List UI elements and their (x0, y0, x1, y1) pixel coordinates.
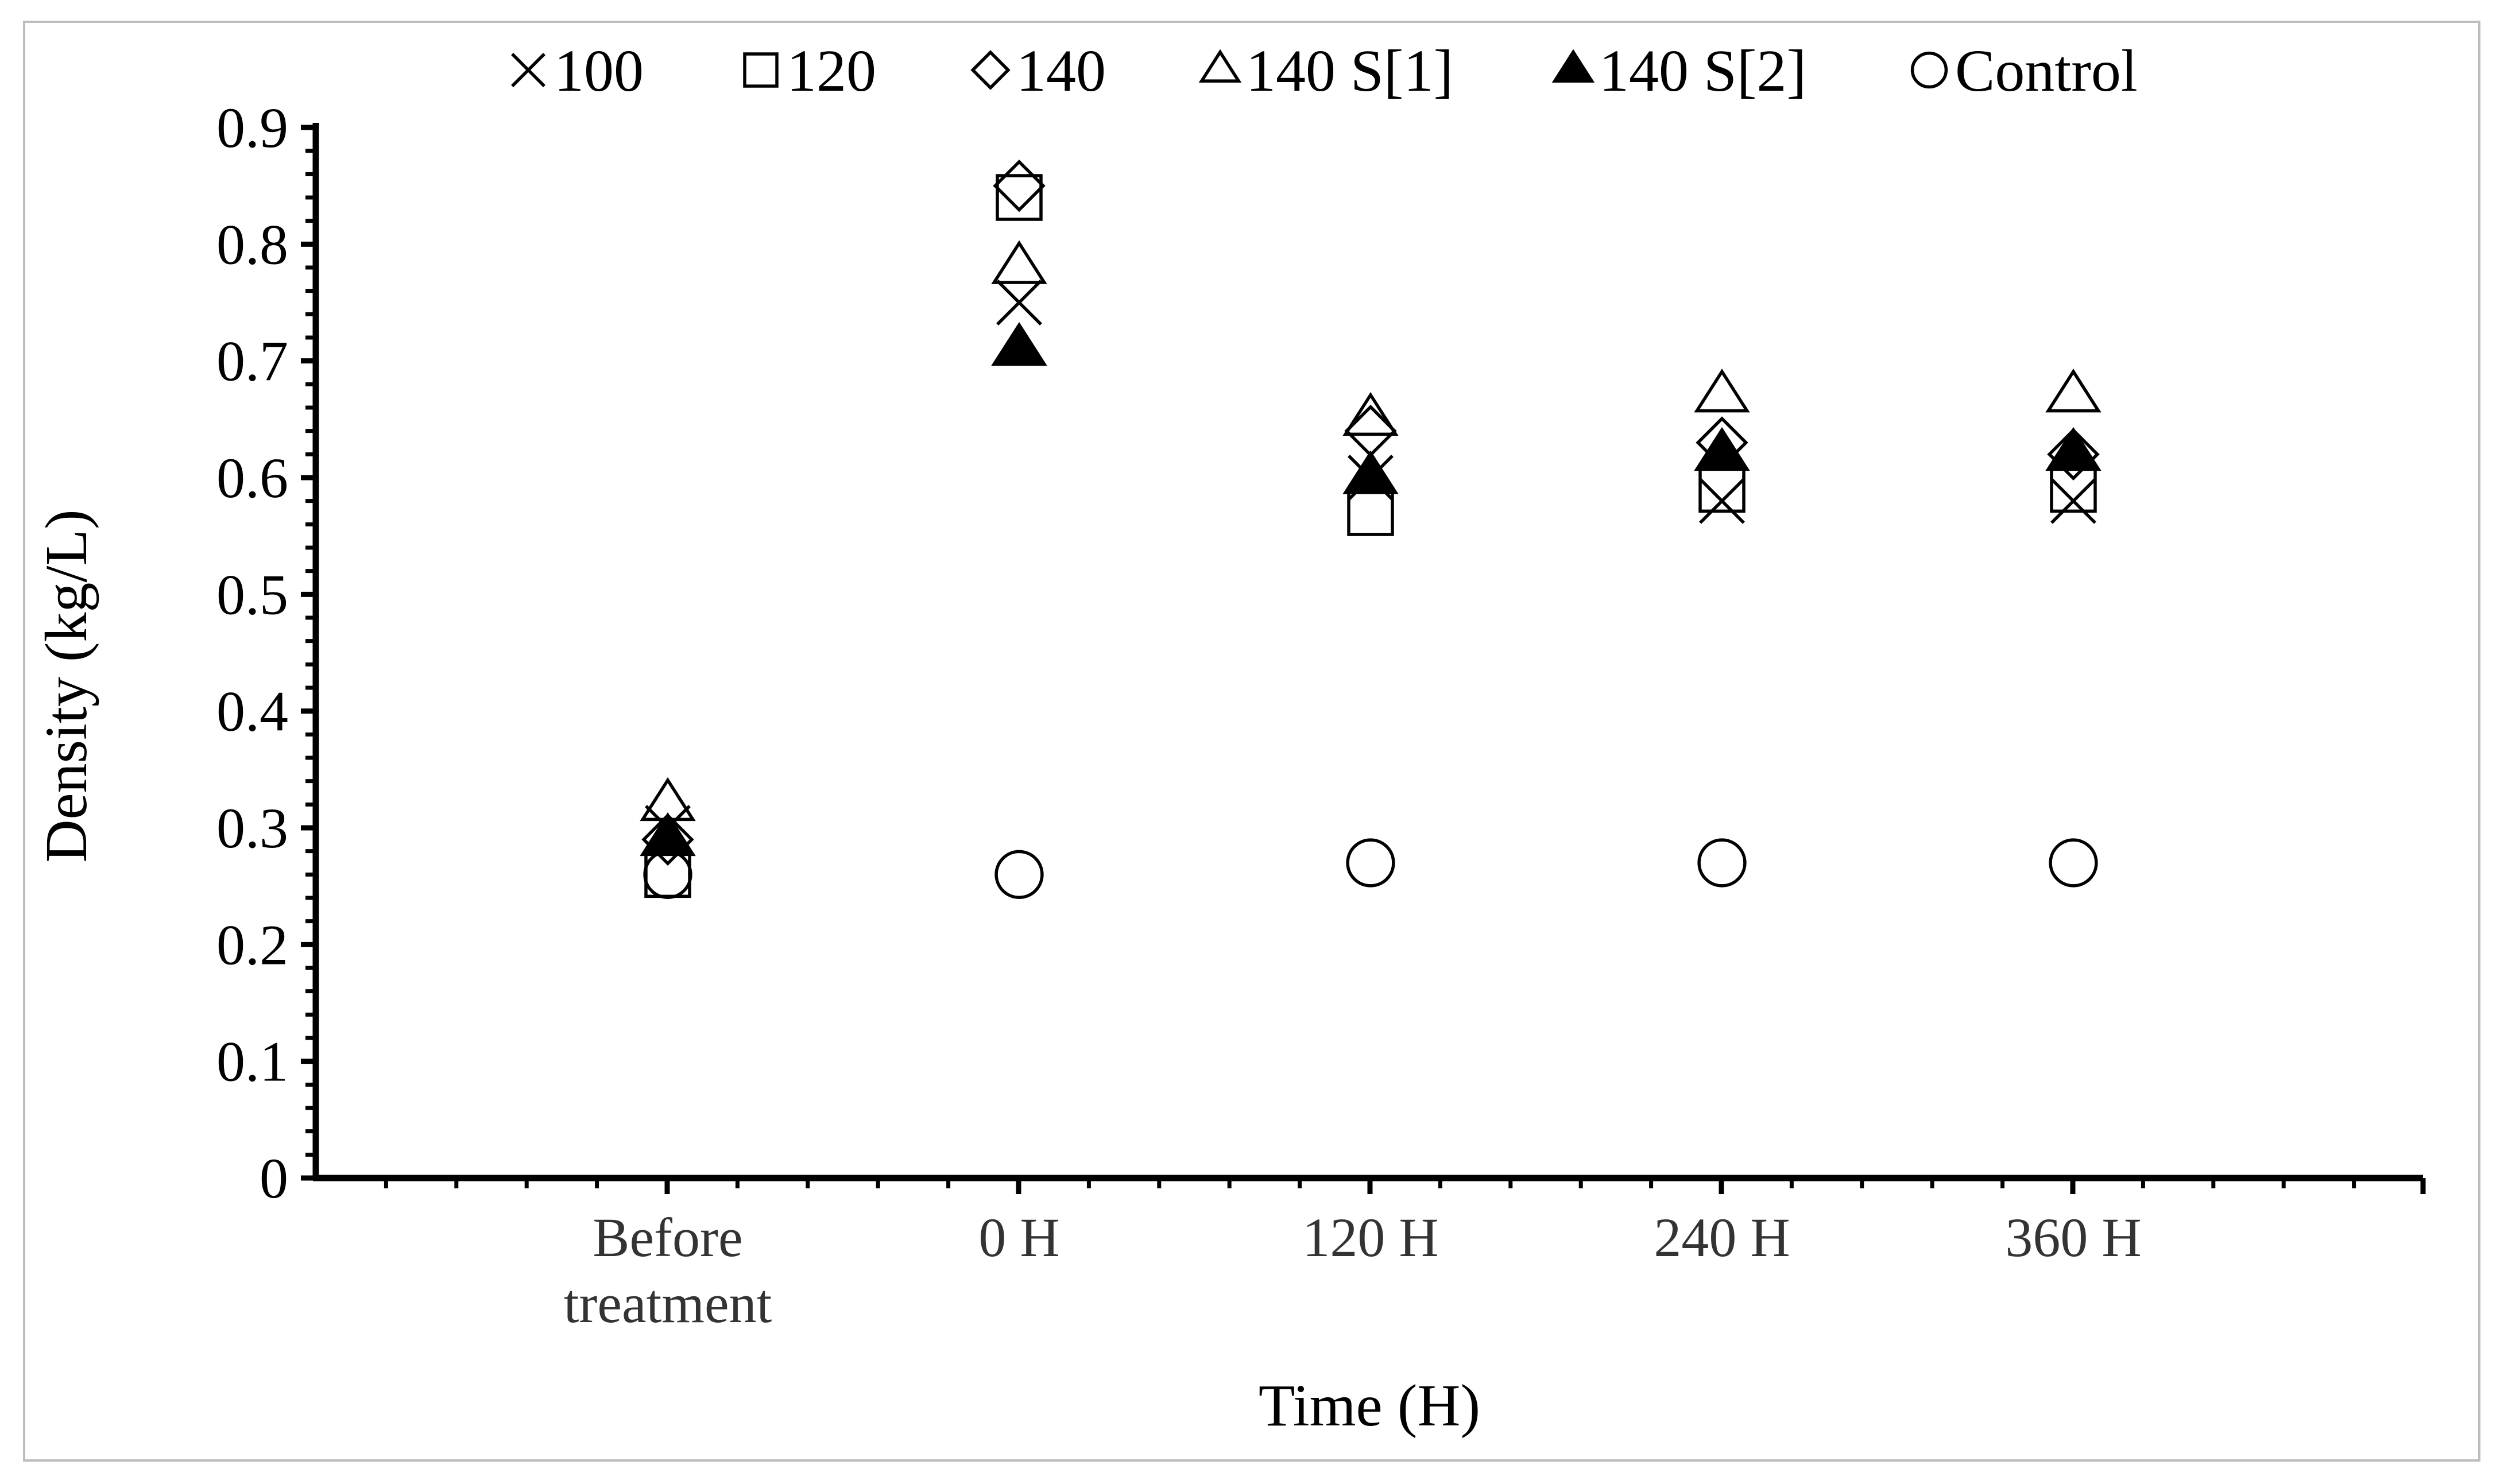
legend-label: 120 (787, 38, 876, 104)
point-triangle-open (1694, 369, 1750, 413)
legend-item: 140 S[1] (1198, 38, 1453, 104)
point-triangle-filled (1694, 427, 1750, 471)
legend: 100 120 140 140 S[1] 140 S[2] Control (511, 38, 2138, 104)
point-triangle-open (991, 240, 1047, 284)
point-x (996, 280, 1042, 326)
legend-marker-triangle-open (1198, 49, 1242, 83)
point-diamond (993, 159, 1046, 212)
x-tick-label: 120 H (1302, 1207, 1438, 1268)
point-triangle-open (2045, 369, 2101, 413)
legend-label: 140 S[1] (1246, 38, 1453, 104)
y-tick-label: 0.4 (216, 680, 288, 743)
y-tick-label: 0.3 (216, 796, 288, 860)
y-tick-label: 0.9 (216, 96, 288, 160)
y-axis-label: Density (kg/L) (33, 509, 99, 862)
legend-marker-x (511, 53, 545, 87)
point-diamond (2047, 428, 2100, 481)
point-square (2050, 466, 2097, 513)
x-stroke (996, 280, 1042, 326)
x-tick-label: 0 H (978, 1207, 1059, 1268)
point-x (2050, 478, 2096, 524)
x-tick-label: 360 H (2005, 1207, 2141, 1268)
x-stroke (1699, 478, 1745, 524)
legend-marker-circle (1910, 51, 1948, 89)
y-tick-label: 0.1 (216, 1030, 288, 1094)
y-tick-label: 0.7 (216, 330, 288, 393)
y-tick-label: 0.2 (216, 913, 288, 977)
x-tick-label: treatment (564, 1273, 772, 1334)
point-triangle-filled (1342, 450, 1399, 494)
x-stroke (2050, 478, 2096, 524)
x-axis-label: Time (H) (1259, 1373, 1480, 1439)
legend-item: 140 (970, 38, 1106, 104)
y-tick-label: 0.5 (216, 563, 288, 626)
legend-label: 140 (1016, 38, 1106, 104)
point-circle (994, 850, 1044, 899)
chart-frame (23, 21, 2480, 1462)
legend-item: Control (1910, 38, 2138, 104)
point-circle (1697, 838, 1747, 888)
legend-label: 100 (554, 38, 644, 104)
legend-marker-square (743, 52, 779, 88)
point-circle (1346, 838, 1395, 888)
point-square (1347, 489, 1394, 536)
y-tick-label: 0.6 (216, 446, 288, 510)
legend-marker-diamond (970, 50, 1011, 90)
legend-label: 140 S[2] (1599, 38, 1806, 104)
point-square (1698, 466, 1746, 513)
point-triangle-filled (2045, 427, 2101, 471)
x-stroke (511, 53, 545, 87)
legend-item: 100 (511, 38, 644, 104)
point-diamond (641, 813, 694, 866)
point-x (1699, 478, 1745, 524)
legend-item: 140 S[2] (1551, 38, 1806, 104)
legend-label: Control (1955, 38, 2138, 104)
y-tick-label: 0 (260, 1146, 288, 1210)
point-square (996, 174, 1043, 221)
point-circle (643, 850, 692, 899)
axes: 0 0.1 0.2 0.3 0.4 0.5 0.6 0.7 0.8 0.9 Beforetreatm… (216, 96, 2426, 1334)
point-triangle-filled (991, 321, 1047, 366)
point-triangle-filled (640, 812, 696, 857)
legend-item: 120 (743, 38, 876, 104)
x-tick-label: Before (593, 1207, 742, 1268)
x-tick-label: 240 H (1654, 1207, 1790, 1268)
y-tick-label: 0.8 (216, 212, 288, 276)
point-circle (2049, 838, 2098, 888)
point-triangle-open (1342, 392, 1399, 436)
data-points (640, 159, 2101, 899)
legend-marker-triangle-filled (1551, 49, 1595, 83)
